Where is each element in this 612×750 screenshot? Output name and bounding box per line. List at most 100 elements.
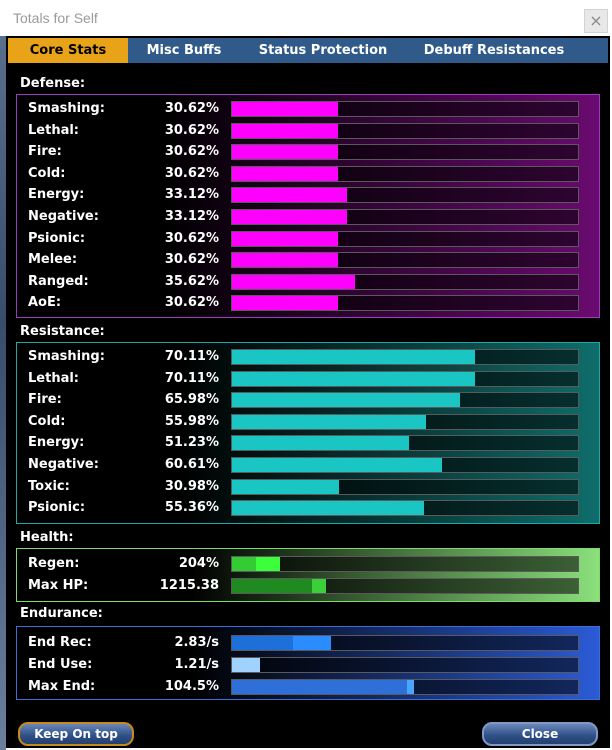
- defense-bar-fill: [232, 123, 338, 138]
- defense-bar: [231, 122, 579, 139]
- resistance-bar-fill: [232, 371, 475, 386]
- window-edge: [0, 36, 6, 750]
- defense-value: 30.62%: [164, 144, 219, 160]
- endurance-bar-bonus: [407, 680, 414, 694]
- tab-bar: Core Stats Misc Buffs Status Protection …: [8, 38, 608, 63]
- resistance-bar: [231, 478, 579, 495]
- defense-label: Ranged:: [28, 273, 89, 289]
- keep-on-top-button[interactable]: Keep On top: [18, 722, 134, 746]
- defense-label: Fire:: [28, 144, 62, 160]
- defense-row: Cold: 30.62%: [17, 163, 599, 184]
- defense-bar: [231, 295, 579, 312]
- endurance-title: Endurance:: [20, 606, 103, 621]
- health-bar-bonus: [256, 557, 280, 571]
- defense-bar: [231, 101, 579, 117]
- defense-label: Cold:: [28, 165, 66, 181]
- defense-label: Psionic:: [28, 230, 86, 246]
- defense-bar-fill: [232, 210, 347, 224]
- defense-row: Ranged: 35.62%: [17, 271, 599, 292]
- endurance-bar: [231, 635, 579, 651]
- resistance-value: 70.11%: [164, 370, 219, 386]
- defense-bar-fill: [232, 231, 338, 246]
- resistance-value: 55.36%: [164, 500, 219, 516]
- defense-value: 30.62%: [164, 230, 219, 246]
- resistance-label: Cold:: [28, 413, 66, 429]
- defense-value: 30.62%: [164, 122, 219, 138]
- defense-value: 30.62%: [164, 252, 219, 268]
- tab-status-protection[interactable]: Status Protection: [258, 43, 388, 58]
- defense-label: AoE:: [28, 295, 62, 311]
- close-button[interactable]: Close: [482, 722, 598, 746]
- resistance-bar: [231, 500, 579, 517]
- resistance-value: 70.11%: [164, 349, 219, 364]
- endurance-label: End Use:: [28, 657, 93, 672]
- defense-bar: [231, 252, 579, 269]
- resistance-bar-fill: [232, 479, 339, 494]
- defense-bar: [231, 144, 579, 161]
- health-row: Regen: 204%: [17, 553, 599, 574]
- resistance-label: Toxic:: [28, 478, 70, 494]
- health-bar-bonus: [312, 579, 326, 593]
- defense-value: 35.62%: [164, 273, 219, 289]
- resistance-label: Energy:: [28, 435, 85, 451]
- resistance-label: Lethal:: [28, 370, 79, 386]
- endurance-value: 1.21/s: [174, 657, 219, 672]
- resistance-label: Fire:: [28, 392, 62, 408]
- resistance-bar-fill: [232, 414, 426, 429]
- resistance-value: 65.98%: [164, 392, 219, 408]
- tab-misc-buffs[interactable]: Misc Buffs: [146, 43, 222, 58]
- defense-bar: [231, 165, 579, 182]
- defense-label: Negative:: [28, 209, 99, 224]
- defense-row: AoE: 30.62%: [17, 292, 599, 313]
- resistance-label: Negative:: [28, 457, 99, 472]
- endurance-value: 2.83/s: [174, 635, 219, 650]
- resistance-row: Fire: 65.98%: [17, 389, 599, 410]
- endurance-bar-fill: [232, 636, 293, 650]
- resistance-bar-fill: [232, 350, 475, 364]
- close-icon[interactable]: ×: [584, 9, 608, 33]
- resistance-row: Psionic: 55.36%: [17, 497, 599, 518]
- resistance-title: Resistance:: [20, 324, 105, 339]
- resistance-bar: [231, 349, 579, 365]
- resistance-box: Smashing: 70.11% Lethal: 70.11% Fire: 65.98% C…: [16, 342, 600, 524]
- title-bar: Totals for Self ×: [0, 0, 612, 36]
- health-bar-fill: [232, 557, 256, 571]
- defense-bar-fill: [232, 253, 338, 268]
- defense-bar-fill: [232, 145, 338, 160]
- endurance-label: Max End:: [28, 679, 96, 694]
- health-box: Regen: 204% Max HP: 1215.38: [16, 548, 600, 602]
- resistance-row: Cold: 55.98%: [17, 411, 599, 432]
- endurance-bar-fill: [232, 680, 407, 694]
- endurance-bar: [231, 679, 579, 695]
- resistance-bar: [231, 413, 579, 430]
- defense-bar-fill: [232, 166, 338, 181]
- defense-bar: [231, 230, 579, 247]
- defense-row: Fire: 30.62%: [17, 141, 599, 162]
- resistance-bar-fill: [232, 436, 409, 451]
- health-label: Regen:: [28, 556, 80, 571]
- defense-row: Psionic: 30.62%: [17, 228, 599, 249]
- resistance-bar: [231, 435, 579, 452]
- endurance-row: End Rec: 2.83/s: [17, 632, 599, 653]
- resistance-value: 30.98%: [164, 478, 219, 494]
- health-label: Max HP:: [28, 578, 89, 593]
- resistance-bar-fill: [232, 393, 460, 408]
- resistance-value: 51.23%: [164, 435, 219, 451]
- tab-debuff-resistances[interactable]: Debuff Resistances: [423, 43, 565, 58]
- defense-bar-fill: [232, 102, 338, 116]
- defense-label: Smashing:: [28, 101, 105, 116]
- defense-value: 33.12%: [164, 187, 219, 203]
- defense-bar-fill: [232, 296, 338, 311]
- defense-row: Negative: 33.12%: [17, 206, 599, 227]
- resistance-bar-fill: [232, 501, 424, 516]
- defense-bar-fill: [232, 188, 347, 203]
- resistance-bar: [231, 370, 579, 387]
- resistance-bar: [231, 457, 579, 473]
- defense-value: 30.62%: [164, 295, 219, 311]
- health-bar-fill: [232, 579, 312, 593]
- health-row: Max HP: 1215.38: [17, 575, 599, 596]
- defense-row: Energy: 33.12%: [17, 184, 599, 205]
- defense-row: Lethal: 30.62%: [17, 120, 599, 141]
- endurance-row: End Use: 1.21/s: [17, 654, 599, 675]
- tab-core-stats[interactable]: Core Stats: [8, 38, 128, 63]
